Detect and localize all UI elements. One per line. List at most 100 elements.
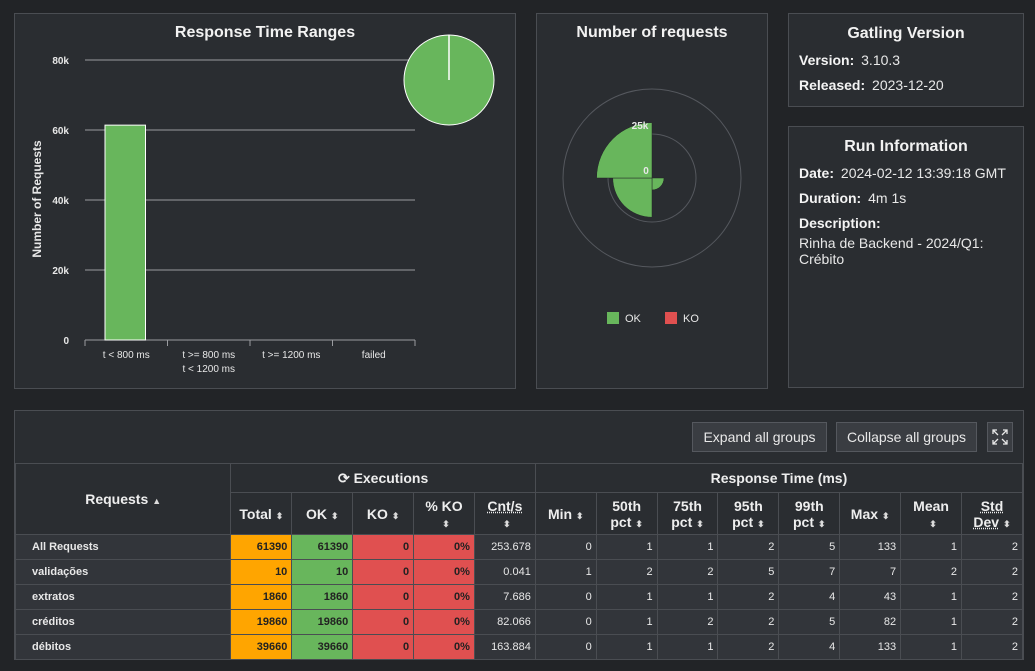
cell-p50: 1 [595,609,658,635]
col-cnt-s[interactable]: Cnt/s ⬍ [473,492,536,535]
col-95th-pct[interactable]: 95th pct ⬍ [717,492,780,535]
cell-p95: 2 [717,634,780,660]
cell-total: 10 [230,559,293,585]
description-label-row: Description: [799,215,1013,231]
statistics-body: All Requests 61390 61390 0 0% 253.678 0 1 1 2 5 133… [14,534,1023,660]
col-max-label: Max [850,505,879,522]
released-label: Released: [799,77,866,93]
y-tick-label: 20k [52,266,69,277]
cell-ko: 0 [352,609,415,635]
col-std-dev[interactable]: Std Dev ⬍ [961,492,1023,535]
gatling-version-panel: Gatling Version Version: 3.10.3 Released… [788,13,1024,107]
cell-pctko: 0% [413,534,475,560]
request-name[interactable]: débitos [14,634,232,660]
sort-icon: ⬍ [330,510,339,521]
cell-min: 0 [534,634,597,660]
request-name[interactable]: All Requests [14,534,232,560]
col-50th-label: 50th [612,497,642,514]
request-name[interactable]: validações [14,559,232,585]
table-row[interactable]: validações 10 10 0 0% 0.041 1 2 2 5 7 7 2 2 [14,559,1023,585]
cell-p95: 2 [717,609,780,635]
number-of-requests-panel: Number of requests 25k 0 OK KO [536,13,768,389]
cell-ok: 39660 [291,634,354,660]
x-tick-label: failed [362,350,386,361]
cell-min: 0 [534,534,597,560]
description-label: Description: [799,215,881,231]
request-name[interactable]: créditos [14,609,232,635]
legend-ok-swatch[interactable] [607,312,619,324]
version-row: Version: 3.10.3 [799,52,1013,68]
rtr-title: Response Time Ranges [174,24,356,41]
cell-p75: 1 [656,584,719,610]
cell-cnts: 163.884 [473,634,536,660]
cell-ok: 10 [291,559,354,585]
col-75th-label: 75th [673,497,702,514]
col-max[interactable]: Max ⬍ [839,492,902,535]
duration-value: 4m 1s [868,190,907,206]
col-ok[interactable]: OK ⬍ [291,492,354,535]
fullscreen-button[interactable] [987,422,1013,452]
cell-p75: 2 [656,609,719,635]
cell-min: 0 [534,584,597,610]
cell-p95: 2 [717,584,780,610]
cell-min: 0 [534,609,597,635]
y-tick-label: 60k [52,126,69,137]
cell-std: 2 [961,634,1023,660]
cell-total: 39660 [230,634,293,660]
polar-slice-2[interactable] [612,177,653,218]
col-mean[interactable]: Mean ⬍ [900,492,963,535]
col-75th-pct-label: pct [671,513,693,530]
collapse-all-groups-button[interactable]: Collapse all groups [836,422,977,452]
cell-total: 19860 [230,609,293,635]
requests-header[interactable]: Requests ▲ [14,463,232,535]
col-ko[interactable]: KO ⬍ [352,492,415,535]
expand-all-groups-button[interactable]: Expand all groups [692,422,827,452]
table-row[interactable]: All Requests 61390 61390 0 0% 253.678 0 1 1 2 5 133… [14,534,1023,560]
legend-ok-label[interactable]: OK [625,313,642,325]
cell-p75: 2 [656,559,719,585]
cell-mean: 1 [900,584,963,610]
version-value: 3.10.3 [861,52,901,68]
bar[interactable] [104,124,146,341]
cell-ko: 0 [352,584,415,610]
cell-pctko: 0% [413,559,475,585]
table-row[interactable]: extratos 1860 1860 0 0% 7.686 0 1 1 2 4 43 1 2 [14,584,1023,610]
date-label: Date: [799,165,835,181]
col-total-label: Total [239,505,272,522]
col-75th-pct[interactable]: 75th pct ⬍ [656,492,719,535]
x-tick-label: t >= 1200 ms [262,350,320,361]
col-pct-ko-label: % KO [425,497,463,514]
cell-pctko: 0% [413,609,475,635]
col-std-label: Std [980,497,1004,514]
cell-std: 2 [961,534,1023,560]
date-row: Date: 2024-02-12 13:39:18 GMT [799,165,1013,181]
run-title: Run Information [844,138,968,155]
request-name[interactable]: extratos [14,584,232,610]
col-cnt-s-label: Cnt/s [487,497,523,514]
version-label: Version: [799,52,855,68]
polar-slice-1[interactable] [651,177,665,191]
cell-max: 82 [839,609,902,635]
col-pct-ko[interactable]: % KO ⬍ [413,492,475,535]
executions-header: ⟳ Executions [230,463,536,493]
col-min[interactable]: Min ⬍ [534,492,597,535]
nr-tick-0: 0 [643,166,649,177]
nr-chart: 25k 0 OK KO [562,88,742,325]
sort-icon: ⬍ [696,518,704,529]
sort-icon: ⬍ [818,518,826,529]
released-row: Released: 2023-12-20 [799,77,1013,93]
cell-total: 61390 [230,534,293,560]
nr-tick-25k: 25k [632,121,649,132]
y-tick-label: 80k [52,56,69,67]
polar-slice-3[interactable] [596,122,653,179]
table-row[interactable]: débitos 39660 39660 0 0% 163.884 0 1 1 2 4 133 1 2 [14,634,1023,660]
cell-ko: 0 [352,634,415,660]
legend-ko-label[interactable]: KO [683,313,699,325]
col-total[interactable]: Total ⬍ [230,492,293,535]
col-50th-pct[interactable]: 50th pct ⬍ [595,492,658,535]
cell-p50: 2 [595,559,658,585]
col-99th-pct[interactable]: 99th pct ⬍ [778,492,841,535]
legend-ko-swatch[interactable] [665,312,677,324]
table-row[interactable]: créditos 19860 19860 0 0% 82.066 0 1 2 2 5 82 1 2 [14,609,1023,635]
x-tick-label: t >= 800 ms [182,350,235,361]
